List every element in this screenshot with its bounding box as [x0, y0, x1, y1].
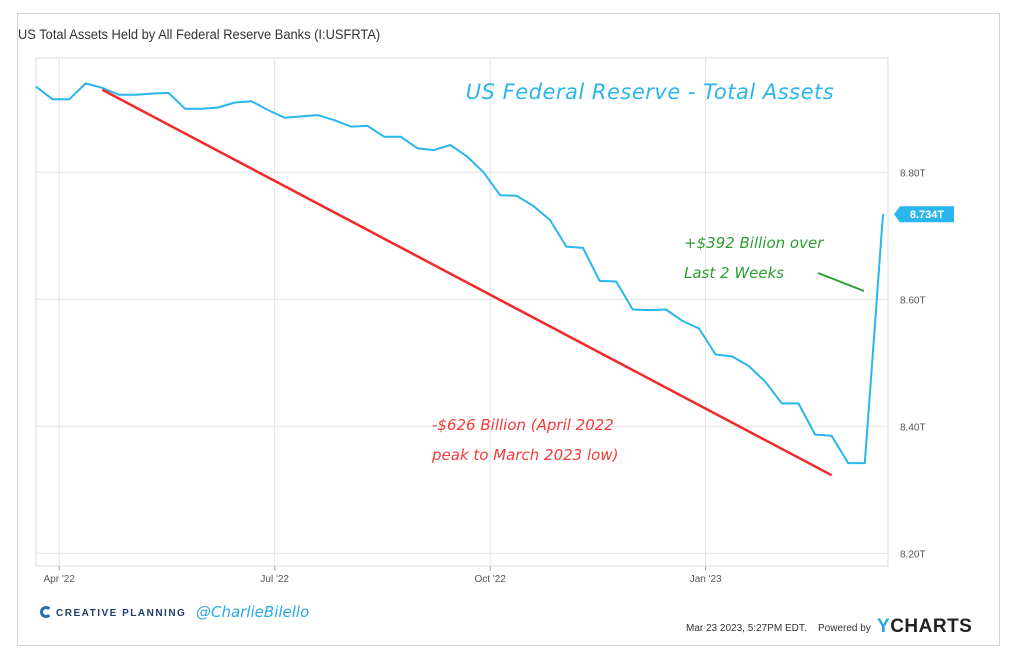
ycharts-logo[interactable]: YCHARTS: [877, 616, 972, 638]
y-tick-label: 8.20T: [900, 549, 926, 560]
x-tick-label: Oct '22: [474, 574, 506, 585]
y-tick-label: 8.40T: [900, 422, 926, 433]
rise-annotation-line2: Last 2 Weeks: [684, 264, 784, 282]
last-value-badge: [894, 206, 954, 223]
decline-annotation-line2: peak to March 2023 low): [431, 446, 618, 464]
rise-annotation-arrow: [817, 272, 865, 292]
x-tick-label: Apr '22: [44, 574, 76, 585]
chart-title: US Total Assets Held by All Federal Rese…: [18, 26, 381, 42]
ycharts-logo-y: Y: [877, 616, 891, 637]
decline-annotation-line1: -$626 Billion (April 2022: [432, 416, 614, 434]
total-assets-line: [35, 82, 884, 465]
creative-planning-icon: [40, 606, 52, 618]
overlay-title: US Federal Reserve - Total Assets: [466, 80, 834, 104]
creative-planning-logo: CREATIVE PLANNING: [40, 606, 186, 619]
y-tick-label: 8.60T: [900, 295, 926, 306]
last-value-label: 8.734T: [910, 209, 945, 221]
ycharts-logo-text: CHARTS: [890, 616, 973, 637]
x-tick-label: Jul '22: [260, 574, 289, 585]
brand-text: CREATIVE PLANNING: [56, 608, 187, 619]
plot-area: [35, 57, 889, 567]
decline-trend-line: [101, 88, 833, 477]
rise-annotation-line1: +$392 Billion over: [684, 234, 824, 252]
chart-frame: [17, 13, 1000, 646]
author-handle: @CharlieBilello: [196, 603, 310, 621]
x-tick-label: Jan '23: [690, 574, 722, 585]
powered-by-text: Powered by: [818, 623, 871, 634]
y-tick-label: 8.80T: [900, 168, 926, 179]
timestamp: Mar 23 2023, 5:27PM EDT.: [686, 623, 807, 634]
